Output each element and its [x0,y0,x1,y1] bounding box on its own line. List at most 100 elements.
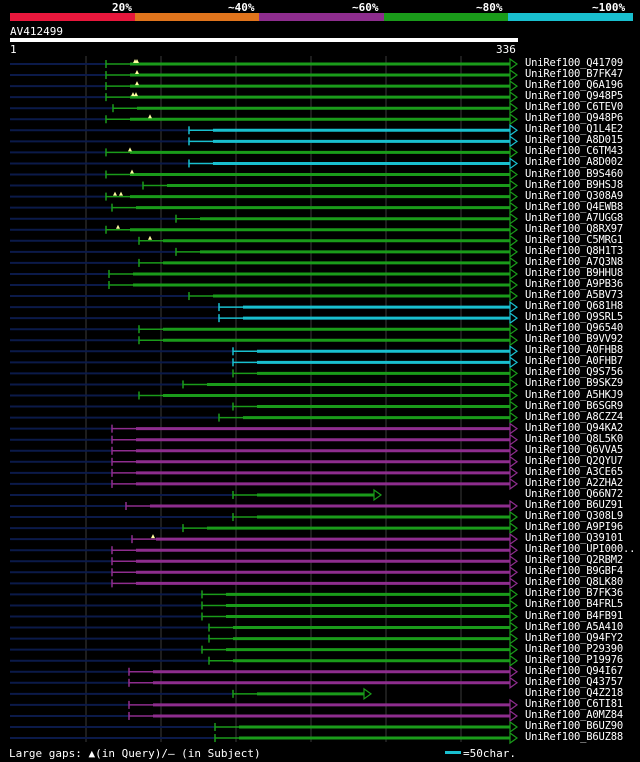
hit-label[interactable]: UniRef100_C5MRG1 [525,233,623,246]
hit-row [10,389,519,402]
hit-label[interactable]: UniRef100_P29390 [525,642,623,655]
identity-label-1: 20% [112,1,132,14]
hit-label[interactable]: UniRef100_B9S460 [525,167,623,180]
hit-label[interactable]: UniRef100_Q681H8 [525,300,623,313]
query-gap-marker [135,59,139,63]
query-gap-marker [130,169,134,174]
hit-label[interactable]: UniRef100_A0MZ84 [525,708,623,721]
hit-label[interactable]: UniRef100_B7FK47 [525,68,623,81]
hit-label[interactable]: UniRef100_B6UZ90 [525,720,623,732]
hit-label[interactable]: UniRef100_Q43757 [525,675,623,688]
hit-label[interactable]: UniRef100_B7FK36 [525,587,623,600]
hit-label[interactable]: UniRef100_Q308A9 [525,189,623,202]
hit-row [10,223,519,236]
hit-label[interactable]: UniRef100_Q6VVA5 [525,443,623,456]
hit-label[interactable]: UniRef100_Q41709 [525,57,623,69]
aligned-end-arrow [509,345,519,358]
aligned-end-arrow [509,510,519,524]
hit-row [10,521,519,535]
query-gap-marker [113,191,117,196]
hit-label[interactable]: UniRef100_C6TI81 [525,697,623,710]
aligned-end-arrow [509,334,519,347]
hit-label[interactable]: UniRef100_A7Q3N8 [525,255,623,268]
hit-label[interactable]: UniRef100_Q308L9 [525,510,623,523]
hit-label[interactable]: UniRef100_A2ZHA2 [525,476,623,489]
hit-label[interactable]: UniRef100_Q94FY2 [525,631,623,644]
hit-label[interactable]: UniRef100_Q6A196 [525,79,623,92]
aligned-end-arrow [509,577,519,590]
hit-row [10,102,519,115]
hit-label[interactable]: UniRef100_C6TEV0 [525,101,623,114]
hit-label[interactable]: UniRef100_A8CZZ4 [525,410,623,423]
hit-label[interactable]: UniRef100_B9HHU8 [525,266,623,279]
hit-label[interactable]: UniRef100_Q4EWB8 [525,200,623,213]
hit-row [10,345,519,358]
hit-label[interactable]: UniRef100_B6UZ88 [525,731,623,744]
hit-label[interactable]: UniRef100_Q2RBM2 [525,554,623,567]
hit-label[interactable]: UniRef100_Q8LK80 [525,576,623,589]
hit-label[interactable]: UniRef100_A5A410 [525,620,623,633]
hit-label[interactable]: UniRef100_B9VV92 [525,333,623,346]
identity-label-4: ~80% [476,1,503,14]
hit-label[interactable]: UniRef100_Q8L5K0 [525,432,623,445]
hit-label[interactable]: UniRef100_A5BV73 [525,289,623,302]
hit-label[interactable]: UniRef100_P19976 [525,653,623,666]
aligned-end-arrow [363,687,373,701]
aligned-end-arrow [509,698,519,712]
hit-label[interactable]: UniRef100_B6UZ91 [525,499,623,511]
aligned-end-arrow [509,477,519,491]
hit-label[interactable]: UniRef100_B4FRL5 [525,598,623,611]
hit-row [10,334,519,347]
hit-label[interactable]: UniRef100_Q9SRL5 [525,311,623,324]
hit-label[interactable]: UniRef100_Q948P5 [525,90,623,103]
hit-label[interactable]: UniRef100_Q8H1T3 [525,244,623,257]
hit-label[interactable]: UniRef100_A3CE65 [525,465,623,478]
hit-row [10,411,519,424]
aligned-end-arrow [509,455,519,468]
hit-label[interactable]: UniRef100_A7UGG8 [525,211,623,224]
hit-label[interactable]: UniRef100_A5HKJ9 [525,388,623,401]
hit-label[interactable]: UniRef100_UPI000.. [525,543,636,556]
aligned-end-arrow [509,179,519,192]
hit-row [10,599,519,612]
hit-row [10,256,519,270]
hit-label[interactable]: UniRef100_Q39101 [525,532,623,545]
hit-label[interactable]: UniRef100_A0FHB8 [525,344,623,357]
hit-row [10,532,519,546]
hit-label[interactable]: UniRef100_Q2QYU7 [525,454,623,467]
hit-label[interactable]: UniRef100_A0FHB7 [525,355,623,368]
identity-label-3: ~60% [352,1,379,14]
aligned-end-arrow [509,621,519,634]
query-gap-marker [134,92,138,97]
hit-label[interactable]: UniRef100_A9PI96 [525,521,623,534]
hit-label[interactable]: UniRef100_A9PB36 [525,278,623,290]
aligned-end-arrow [509,311,519,325]
hit-label[interactable]: UniRef100_B9GBF4 [525,565,623,578]
hit-label[interactable]: UniRef100_Q9S756 [525,366,623,379]
hit-label[interactable]: UniRef100_B4FB91 [525,609,623,622]
hit-row [10,179,519,192]
hit-label[interactable]: UniRef100_C6TM43 [525,145,623,158]
hit-label[interactable]: UniRef100_A8D015 [525,134,623,147]
scale-bar [445,751,461,754]
aligned-end-arrow [509,466,519,480]
hit-row [10,566,519,579]
hit-label[interactable]: UniRef100_A8D002 [525,156,623,169]
hit-label[interactable]: UniRef100_Q4Z218 [525,686,623,699]
hit-label[interactable]: UniRef100_Q94KA2 [525,421,623,434]
hit-label[interactable]: UniRef100_Q94I67 [525,664,623,677]
hit-label[interactable]: UniRef100_Q96540 [525,322,623,335]
hit-label[interactable]: UniRef100_Q948P6 [525,112,623,125]
hit-label[interactable]: UniRef100_B9HSJ8 [525,178,623,191]
hit-label[interactable]: UniRef100_B9SKZ9 [525,377,623,390]
hit-label[interactable]: UniRef100_Q8RX97 [525,222,623,235]
query-name: AV412499 [10,25,63,38]
aligned-end-arrow [509,389,519,402]
hit-row [10,577,519,590]
hit-label[interactable]: UniRef100_Q1L4E2 [525,123,623,136]
hit-label[interactable]: UniRef100_B6SGR9 [525,399,623,412]
hit-row [10,422,519,435]
hit-label[interactable]: UniRef100_Q66N72 [525,487,623,500]
hit-row [10,79,519,93]
hit-row [10,687,373,701]
